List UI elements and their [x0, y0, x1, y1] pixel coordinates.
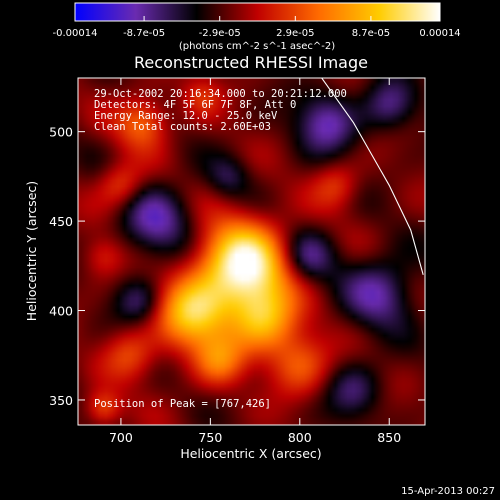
- y-tick-label: 350: [49, 393, 73, 408]
- colorbar-tick-label: 2.9e-05: [276, 28, 314, 39]
- colorbar-tick-label: -8.7e-05: [123, 28, 165, 39]
- x-tick-label: 800: [288, 430, 312, 445]
- colorbar-tick-label: 8.7e-05: [352, 28, 390, 39]
- annotation-line: Clean Total counts: 2.60E+03: [94, 121, 271, 133]
- x-axis-ticks: 700 750 800 850: [109, 78, 401, 445]
- colorbar-unit-label: (photons cm^-2 s^-1 asec^-2): [179, 41, 335, 52]
- y-tick-label: 500: [49, 125, 73, 140]
- colorbar-ticks: -0.00014 -8.7e-05 -2.9e-05 2.9e-05 8.7e-05 0.…: [53, 16, 461, 39]
- annotation-line: 29-Oct-2002 20:16:34.000 to 20:21:12.000: [94, 88, 347, 100]
- x-tick-label: 850: [377, 430, 401, 445]
- annotation-line: Energy Range: 12.0 - 25.0 keV: [94, 110, 278, 122]
- y-axis-label: Heliocentric Y (arcsec): [24, 181, 39, 321]
- colorbar-tick-label: -2.9e-05: [199, 28, 241, 39]
- y-tick-label: 400: [49, 304, 73, 319]
- annotation-block: 29-Oct-2002 20:16:34.000 to 20:21:12.000…: [94, 88, 347, 133]
- colorbar-tick-label: -0.00014: [53, 28, 98, 39]
- peak-position-label: Position of Peak = [767,426]: [94, 398, 271, 410]
- plot-area: 700 750 800 850 350 400 450 500: [49, 77, 426, 445]
- solar-limb-curve: [321, 78, 424, 275]
- y-tick-label: 450: [49, 214, 73, 229]
- annotation-line: Detectors: 4F 5F 6F 7F 8F, Att 0: [94, 99, 296, 111]
- x-tick-label: 700: [109, 430, 133, 445]
- colorbar-tick-label: 0.00014: [419, 28, 460, 39]
- x-axis-label: Heliocentric X (arcsec): [180, 446, 321, 461]
- heatmap-image: [78, 78, 425, 425]
- plot-frame: [77, 77, 426, 426]
- y-axis-ticks: 350 400 450 500: [49, 125, 425, 408]
- chart-title: Reconstructed RHESSI Image: [134, 53, 368, 72]
- footer-timestamp: 15-Apr-2013 00:27: [401, 486, 495, 497]
- colorbar: -0.00014 -8.7e-05 -2.9e-05 2.9e-05 8.7e-05 0.…: [53, 2, 461, 52]
- x-tick-label: 750: [198, 430, 222, 445]
- colorbar-gradient: [74, 2, 441, 22]
